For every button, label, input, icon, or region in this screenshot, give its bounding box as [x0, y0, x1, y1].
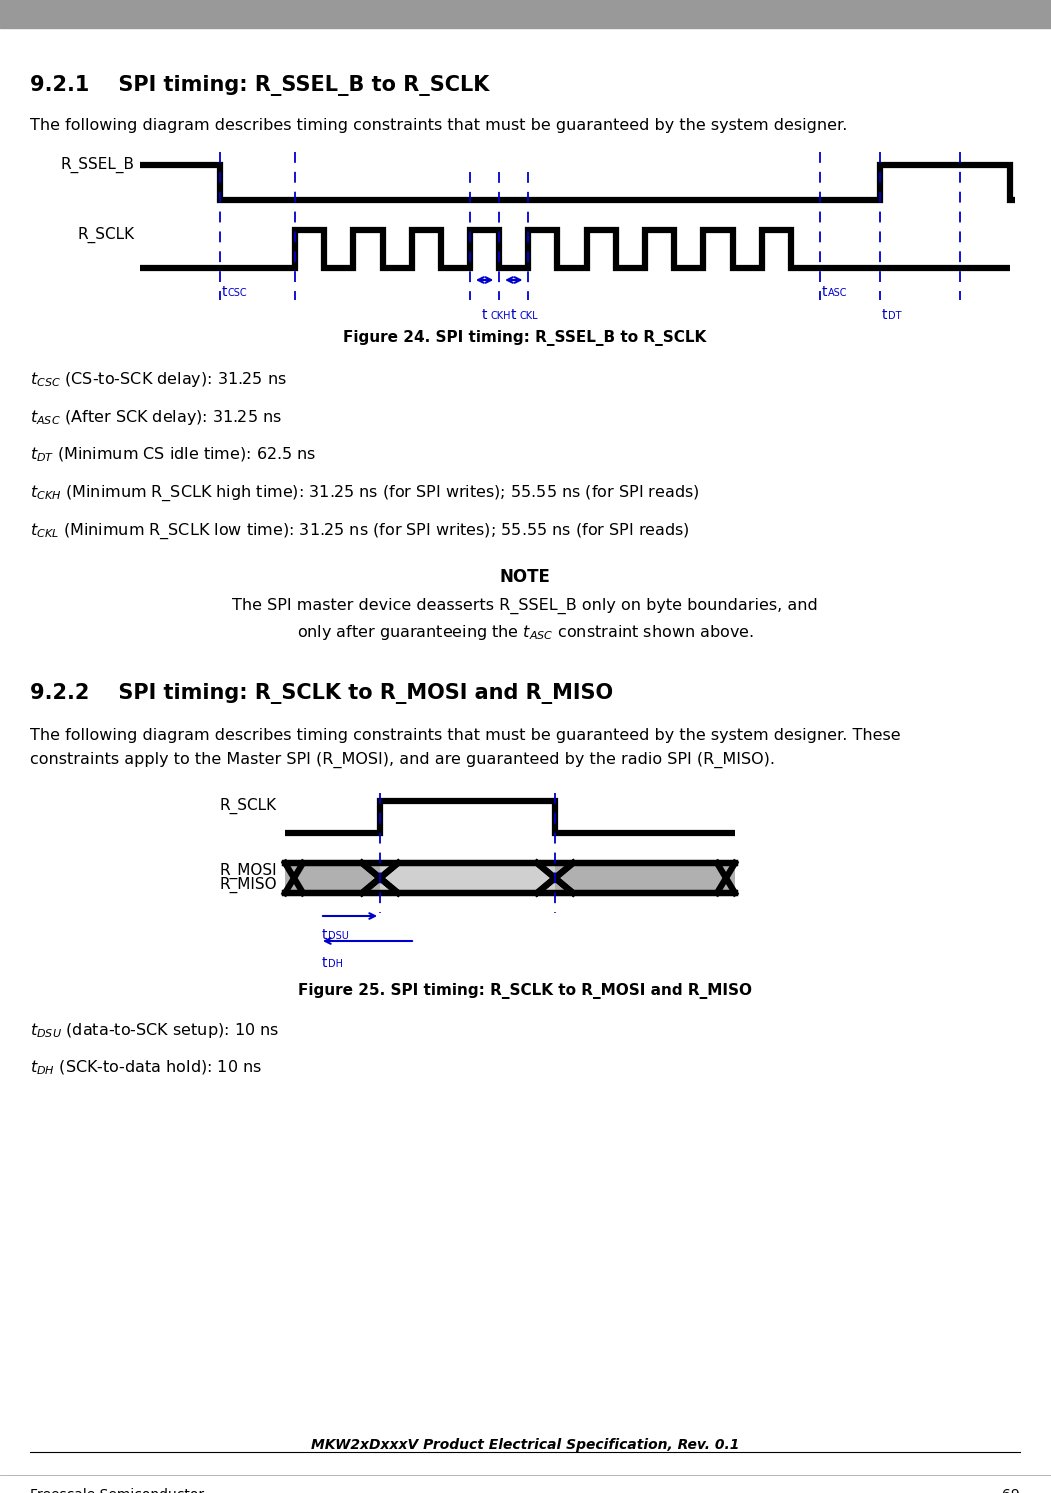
Text: The following diagram describes timing constraints that must be guaranteed by th: The following diagram describes timing c…: [30, 118, 847, 133]
Text: CKL: CKL: [520, 311, 538, 321]
Bar: [303, 863, 717, 893]
Text: t: t: [882, 308, 887, 322]
Text: Freescale Semiconductor: Freescale Semiconductor: [30, 1489, 204, 1493]
Text: $t_{ASC}$ (After SCK delay): 31.25 ns: $t_{ASC}$ (After SCK delay): 31.25 ns: [30, 408, 282, 427]
Text: $t_{CKL}$ (Minimum R_SCLK low time): 31.25 ns (for SPI writes); 55.55 ns (for SP: $t_{CKL}$ (Minimum R_SCLK low time): 31.…: [30, 523, 689, 542]
Text: R_MISO: R_MISO: [220, 876, 277, 893]
Text: The following diagram describes timing constraints that must be guaranteed by th: The following diagram describes timing c…: [30, 729, 901, 744]
Text: t: t: [222, 285, 227, 299]
Bar: [285, 863, 380, 893]
Text: R_MOSI: R_MOSI: [220, 863, 277, 879]
Text: DT: DT: [888, 311, 902, 321]
Bar: [380, 863, 555, 893]
Text: R_SSEL_B: R_SSEL_B: [61, 157, 135, 173]
Text: t: t: [511, 308, 516, 322]
Text: Figure 25. SPI timing: R_SCLK to R_MOSI and R_MISO: Figure 25. SPI timing: R_SCLK to R_MOSI …: [298, 982, 753, 999]
Text: The SPI master device deasserts R_SSEL_B only on byte boundaries, and: The SPI master device deasserts R_SSEL_B…: [232, 599, 818, 614]
Text: constraints apply to the Master SPI (R_MOSI), and are guaranteed by the radio SP: constraints apply to the Master SPI (R_M…: [30, 752, 775, 769]
Text: R_SCLK: R_SCLK: [78, 227, 135, 243]
Text: R_SCLK: R_SCLK: [220, 797, 277, 814]
Text: only after guaranteeing the $t_{ASC}$ constraint shown above.: only after guaranteeing the $t_{ASC}$ co…: [296, 623, 754, 642]
Text: CKH: CKH: [491, 311, 511, 321]
Text: t: t: [322, 956, 328, 970]
Text: 9.2.1    SPI timing: R_SSEL_B to R_SCLK: 9.2.1 SPI timing: R_SSEL_B to R_SCLK: [30, 75, 490, 96]
Bar: [0, 0, 1051, 28]
Text: t: t: [481, 308, 488, 322]
Text: DSU: DSU: [328, 932, 349, 941]
Text: t: t: [822, 285, 827, 299]
Text: ASC: ASC: [828, 288, 847, 299]
Text: $t_{CSC}$ (CS-to-SCK delay): 31.25 ns: $t_{CSC}$ (CS-to-SCK delay): 31.25 ns: [30, 370, 287, 390]
Text: MKW2xDxxxV Product Electrical Specification, Rev. 0.1: MKW2xDxxxV Product Electrical Specificat…: [311, 1438, 739, 1453]
Text: $t_{CKH}$ (Minimum R_SCLK high time): 31.25 ns (for SPI writes); 55.55 ns (for S: $t_{CKH}$ (Minimum R_SCLK high time): 31…: [30, 484, 700, 503]
Text: t: t: [322, 929, 328, 942]
Text: Figure 24. SPI timing: R_SSEL_B to R_SCLK: Figure 24. SPI timing: R_SSEL_B to R_SCL…: [344, 330, 706, 346]
Text: $t_{DSU}$ (data-to-SCK setup): 10 ns: $t_{DSU}$ (data-to-SCK setup): 10 ns: [30, 1021, 280, 1041]
Text: 69: 69: [1003, 1489, 1021, 1493]
Text: CSC: CSC: [228, 288, 248, 299]
Text: $t_{DH}$ (SCK-to-data hold): 10 ns: $t_{DH}$ (SCK-to-data hold): 10 ns: [30, 1059, 262, 1078]
Text: 9.2.2    SPI timing: R_SCLK to R_MOSI and R_MISO: 9.2.2 SPI timing: R_SCLK to R_MOSI and R…: [30, 682, 613, 705]
Text: DH: DH: [328, 959, 343, 969]
Text: $t_{DT}$ (Minimum CS idle time): 62.5 ns: $t_{DT}$ (Minimum CS idle time): 62.5 ns: [30, 446, 316, 464]
Bar: [555, 863, 735, 893]
Text: NOTE: NOTE: [499, 567, 551, 585]
